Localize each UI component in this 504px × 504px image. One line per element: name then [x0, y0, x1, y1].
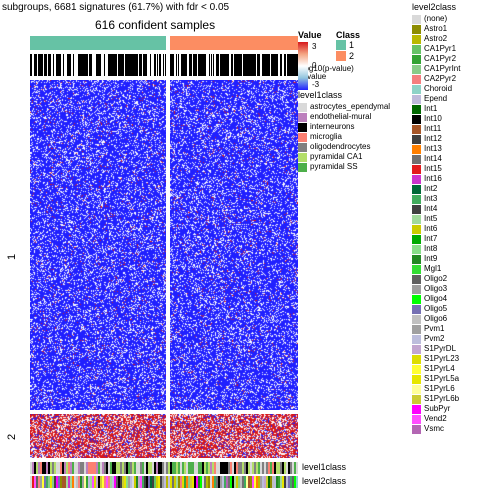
level2class-track	[30, 476, 298, 488]
level2class-label: level2class	[302, 476, 346, 486]
subtitle: subgroups, 6681 signatures (61.7%) with …	[2, 2, 229, 13]
value-ticks: 3 0 -3	[312, 42, 319, 89]
value-gradient	[298, 42, 308, 90]
class-legend: Class 12	[336, 30, 360, 62]
level1-legend-title: level1class	[298, 90, 390, 100]
row-group-1-label: 1	[6, 254, 18, 260]
row-group-2-label: 2	[6, 434, 18, 440]
level2-legend: level2class (none)Astro1Astro2CA1Pyr1CA1…	[412, 2, 460, 434]
value-legend-title: Value	[298, 30, 333, 40]
level2-legend-title: level2class	[412, 2, 460, 12]
class-legend-title: Class	[336, 30, 360, 40]
heatmap-main	[30, 80, 298, 410]
value-legend: Value 3 0 -3	[298, 30, 333, 90]
level1-legend: level1class astrocytes_ependymalendothel…	[298, 90, 390, 172]
heatmap-bottom	[30, 414, 298, 458]
class-annotation-left	[30, 36, 166, 50]
level1class-track	[30, 462, 298, 474]
level1class-label: level1class	[302, 462, 346, 472]
column-gap	[166, 36, 170, 490]
page-title: 616 confident samples	[95, 18, 215, 32]
class-annotation-right	[170, 36, 298, 50]
top-barcode-annotation	[30, 54, 298, 76]
